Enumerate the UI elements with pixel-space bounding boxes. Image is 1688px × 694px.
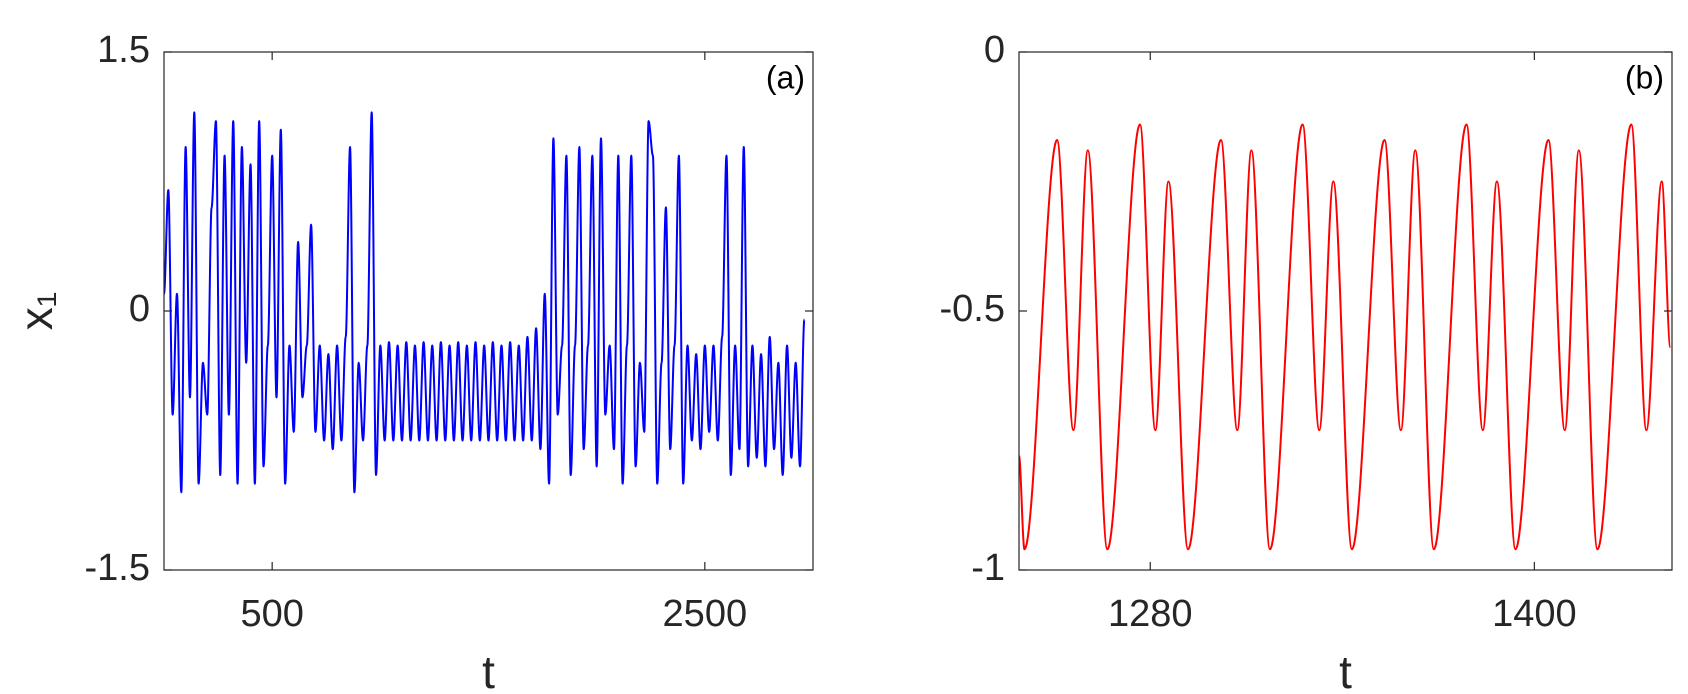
- y-tick-label: 0: [984, 29, 1005, 71]
- y-tick-label: -1.5: [85, 547, 150, 589]
- data-line: [1019, 123, 1672, 551]
- plot-area: [164, 111, 806, 494]
- x-tick-label: 1280: [1108, 593, 1193, 635]
- panel-label: (a): [766, 59, 805, 95]
- plot-area: [1019, 123, 1672, 551]
- x-axis-label: t: [1339, 646, 1352, 694]
- y-tick-label: 1.5: [97, 29, 150, 71]
- x-axis-label: t: [482, 646, 495, 694]
- x-tick-label: 500: [240, 593, 303, 635]
- y-tick-label: -1: [971, 547, 1005, 589]
- axes-box: [1018, 51, 1673, 571]
- y-tick-label: 0: [129, 288, 150, 330]
- panel-label: (b): [1625, 59, 1664, 95]
- x-tick-label: 2500: [663, 593, 748, 635]
- y-axis-label: x₁: [10, 292, 62, 331]
- x-tick-label: 1400: [1492, 593, 1577, 635]
- data-line: [164, 111, 806, 494]
- y-tick-label: -0.5: [940, 288, 1005, 330]
